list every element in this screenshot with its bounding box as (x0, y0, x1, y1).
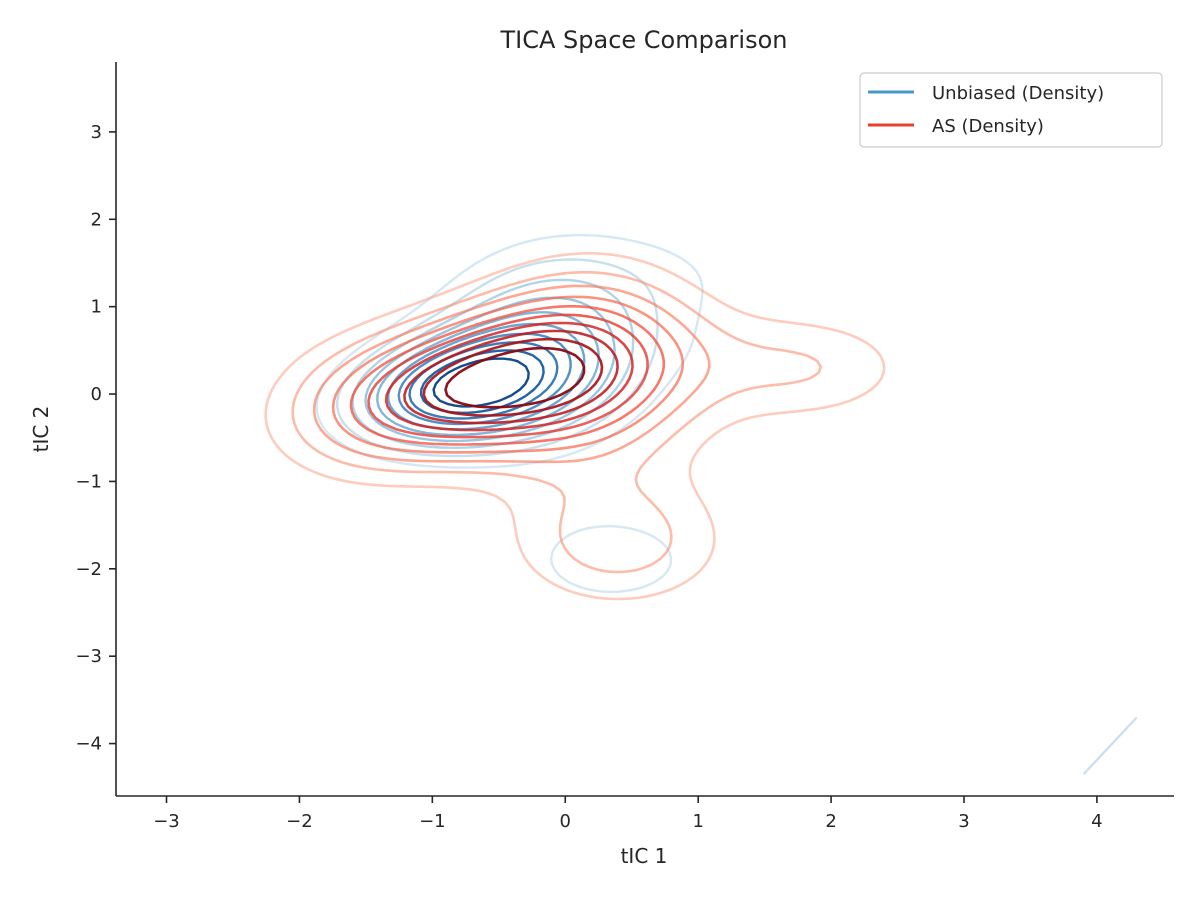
as-density-contour-level (331, 295, 684, 454)
y-axis-ticks: −4 −3 −2 −1 0 1 2 3 (75, 122, 116, 755)
as-density-contour-level (291, 271, 823, 574)
x-axis-ticks: −3 −2 −1 0 1 2 3 4 (153, 796, 1103, 832)
as-density-contour-level (312, 284, 711, 464)
y-tick-label: 3 (91, 122, 102, 143)
y-tick-label: −1 (75, 471, 102, 492)
y-tick-label: −3 (75, 646, 102, 667)
legend-label-unbiased: Unbiased (Density) (932, 83, 1104, 104)
unbiased-density-stray-contour (1082, 716, 1138, 775)
x-tick-label: 1 (692, 811, 703, 832)
as-density-contour-level (264, 251, 886, 601)
legend-frame (859, 72, 1163, 148)
y-tick-label: 1 (91, 297, 102, 318)
x-tick-label: 0 (560, 811, 571, 832)
as-density-contour-level (444, 346, 586, 409)
as-density-contours (264, 251, 886, 601)
as-density-contour-level (384, 321, 634, 432)
stray-contour-segment (1082, 716, 1138, 775)
x-tick-label: −2 (286, 811, 313, 832)
y-tick-label: −2 (75, 559, 102, 580)
legend-label-as: AS (Density) (932, 116, 1044, 137)
as-density-contour-level (349, 305, 666, 446)
x-tick-label: 4 (1091, 811, 1102, 832)
y-tick-label: 2 (91, 209, 102, 230)
y-tick-label: 0 (91, 384, 102, 405)
as-density-contour-level (367, 313, 649, 439)
x-axis-label: tIC 1 (621, 844, 668, 868)
y-axis-label: tIC 2 (29, 406, 53, 453)
x-tick-label: −1 (419, 811, 446, 832)
x-tick-label: 2 (825, 811, 836, 832)
x-tick-label: 3 (958, 811, 969, 832)
x-tick-label: −3 (153, 811, 180, 832)
legend: Unbiased (Density) AS (Density) (859, 72, 1163, 148)
unbiased-density-contour-level (315, 233, 704, 594)
as-density-contour-level (422, 337, 604, 417)
y-tick-label: −4 (75, 734, 102, 755)
as-density-contour-level (403, 329, 619, 425)
chart-title: TICA Space Comparison (499, 26, 787, 54)
